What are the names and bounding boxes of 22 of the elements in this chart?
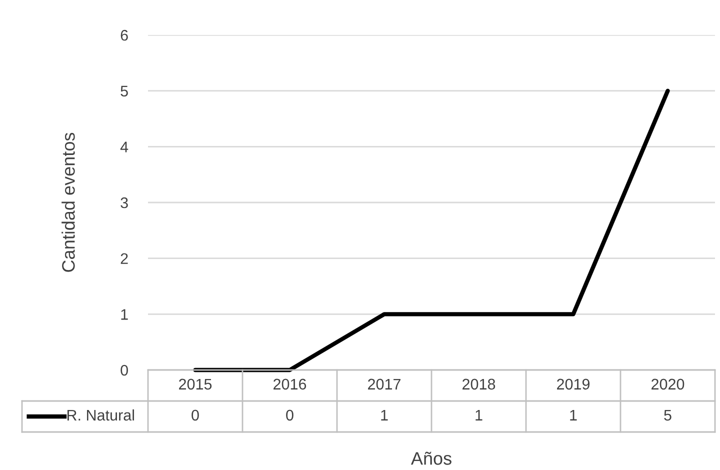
x-tick-label: 2019 bbox=[557, 378, 590, 390]
data-label: 5 bbox=[664, 410, 672, 421]
x-tick-label: 2020 bbox=[652, 378, 684, 390]
x-axis-title: Años bbox=[410, 452, 452, 465]
x-tick-label: 2016 bbox=[274, 378, 306, 390]
data-label: 1 bbox=[381, 410, 388, 420]
legend-label: R. Natural bbox=[67, 409, 134, 421]
y-tick-label: 2 bbox=[120, 253, 128, 264]
y-axis-title: Cantidad eventos bbox=[62, 132, 75, 272]
y-tick-label: 4 bbox=[120, 142, 128, 152]
data-label: 1 bbox=[476, 410, 482, 420]
y-tick-label: 5 bbox=[120, 86, 128, 97]
data-label: 0 bbox=[286, 410, 294, 421]
y-tick-label: 1 bbox=[121, 309, 128, 320]
data-label: 1 bbox=[570, 410, 577, 420]
x-tick-label: 2017 bbox=[368, 378, 400, 390]
y-tick-label: 0 bbox=[120, 364, 128, 376]
x-tick-label: 2018 bbox=[462, 378, 496, 390]
x-tick-label: 2015 bbox=[179, 378, 212, 390]
y-tick-label: 3 bbox=[120, 197, 128, 208]
data-label: 0 bbox=[192, 410, 199, 421]
y-tick-label: 6 bbox=[120, 30, 128, 41]
